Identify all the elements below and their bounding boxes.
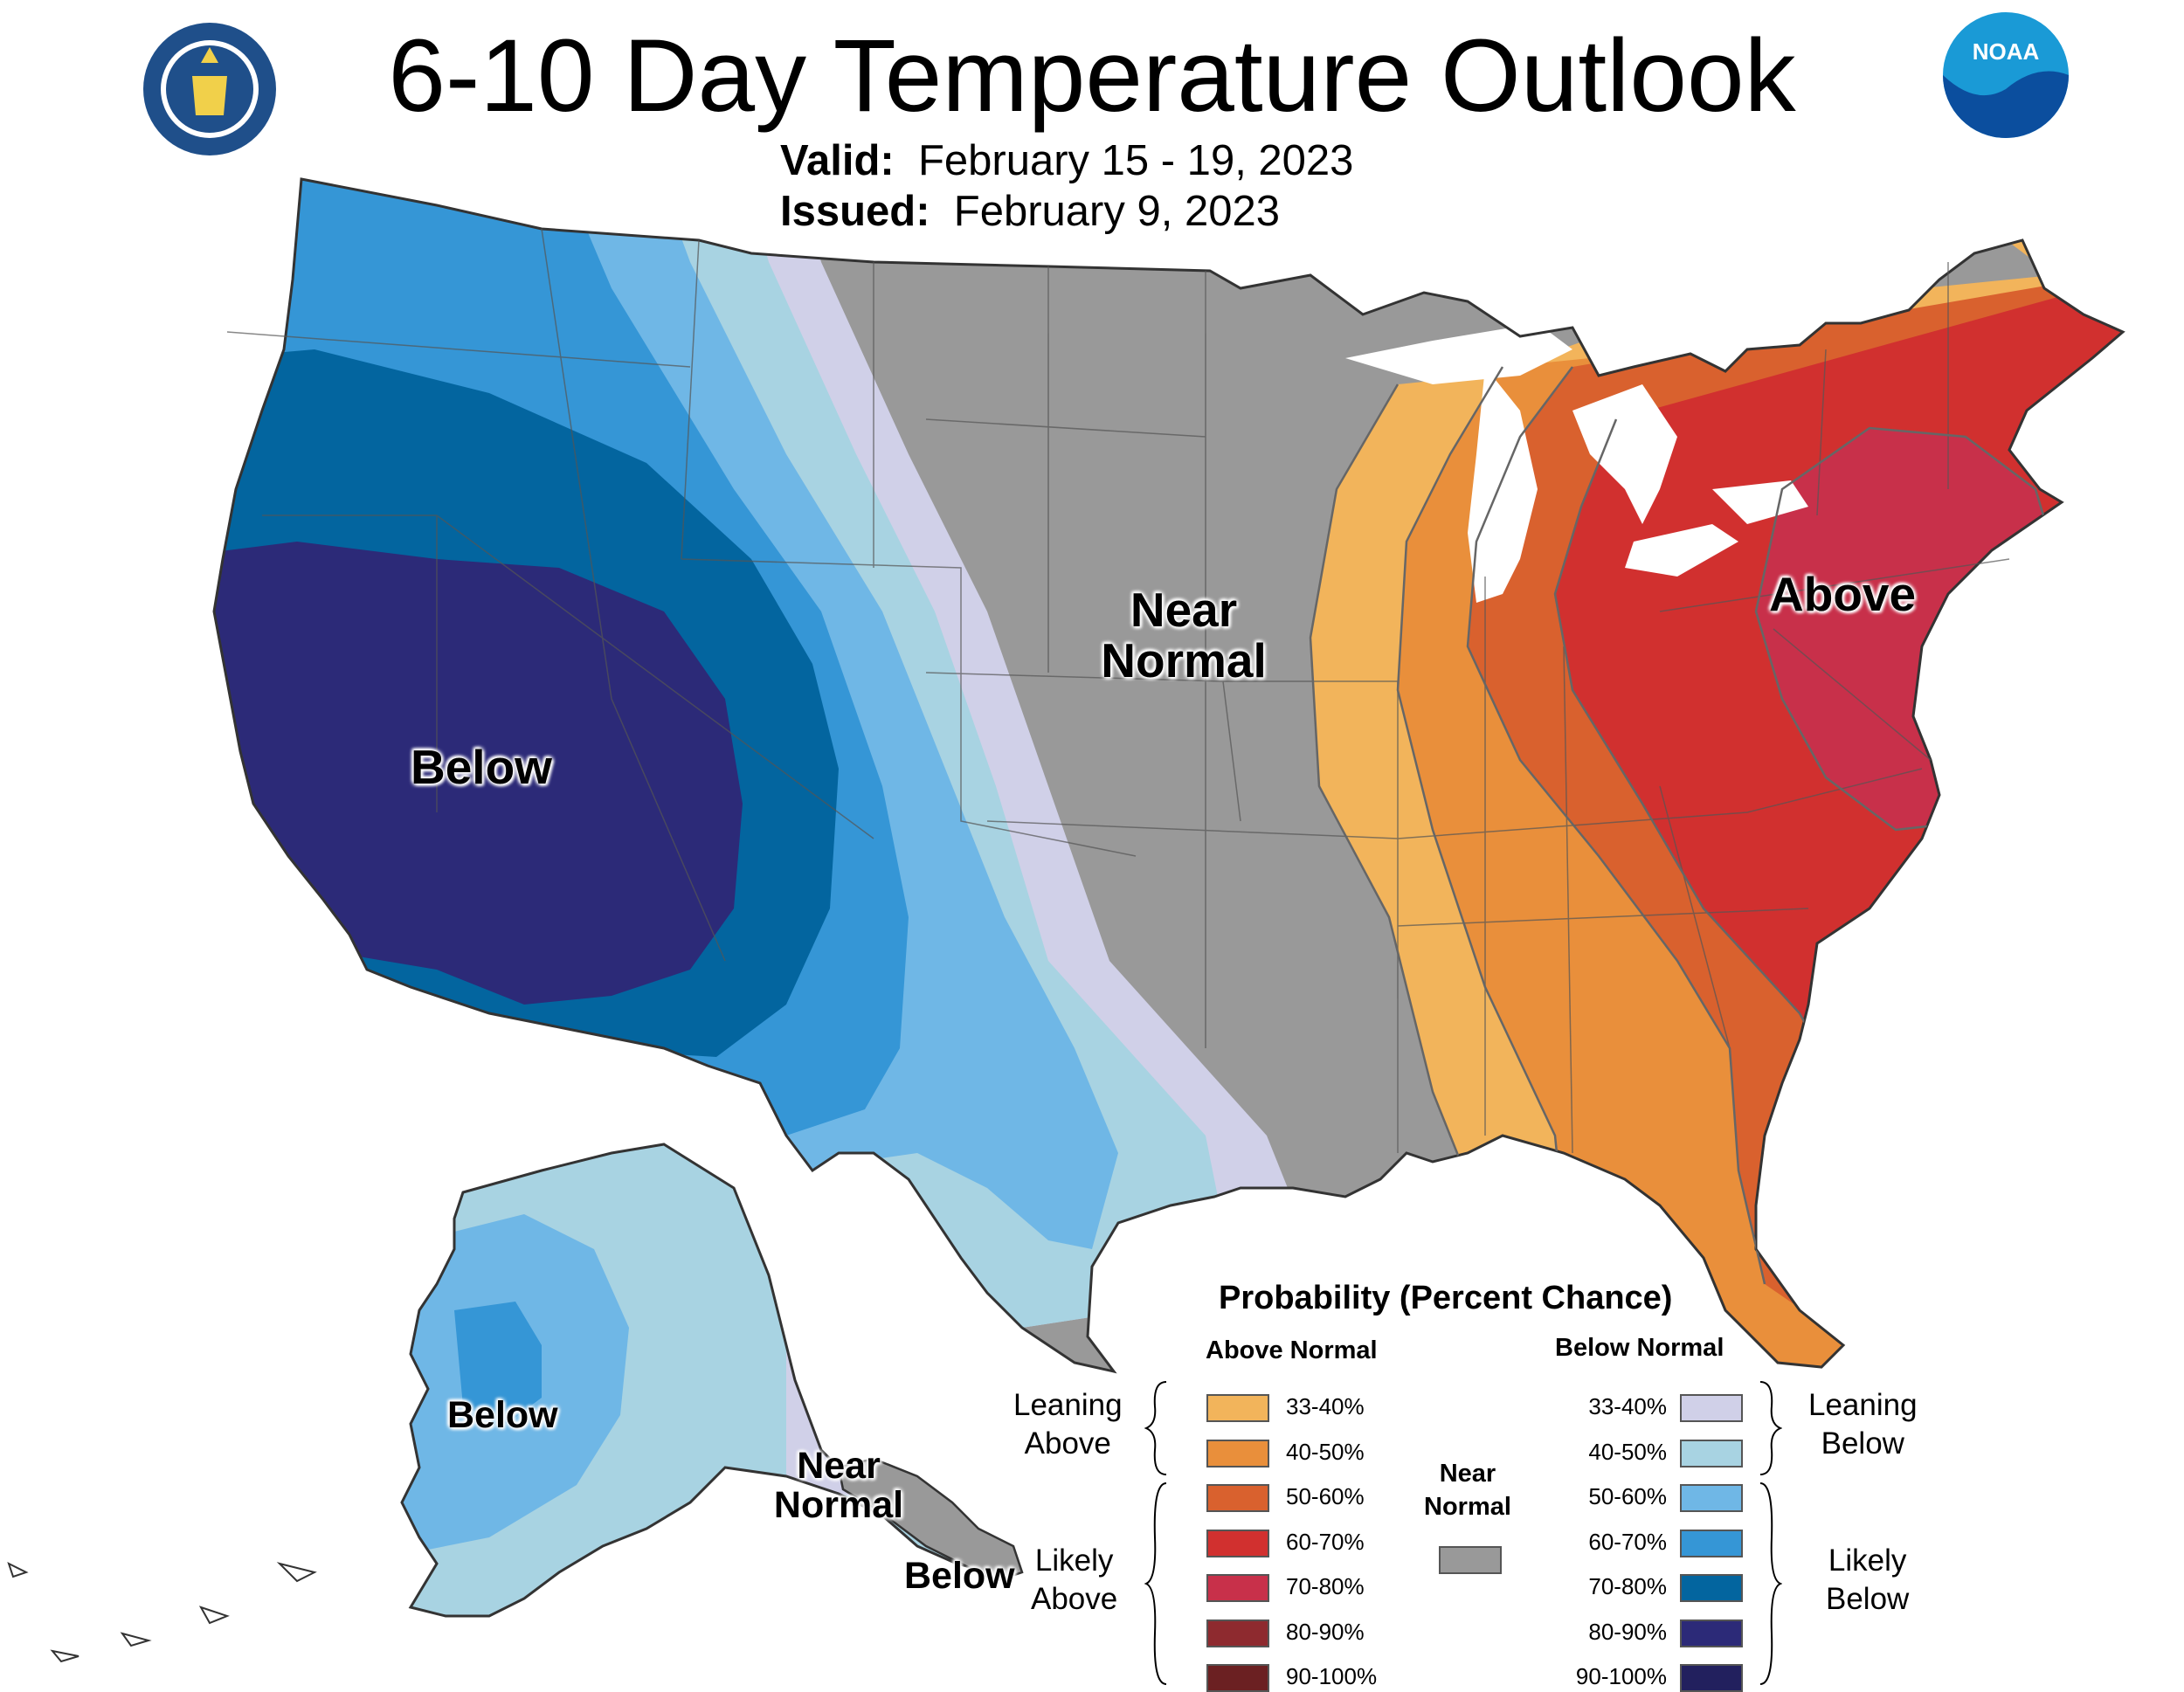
noaa-logo-text: NOAA	[1973, 38, 2040, 65]
conus-near-normal-label: Near Normal	[1101, 583, 1267, 687]
valid-label: Valid:	[780, 137, 895, 184]
above-swatch-6	[1206, 1664, 1269, 1692]
issued-date: February 9, 2023	[953, 188, 1280, 235]
below-range-2: 50-60%	[1588, 1483, 1667, 1509]
below-swatch-2	[1680, 1484, 1743, 1512]
leaning-above-label: Leaning Above	[1013, 1388, 1123, 1461]
above-swatch-1	[1206, 1439, 1269, 1468]
legend-title: Probability (Percent Chance)	[1219, 1280, 1673, 1316]
above-range-6: 90-100%	[1286, 1663, 1378, 1689]
below-range-4: 70-80%	[1588, 1573, 1667, 1599]
conus-below-label: Below	[411, 740, 552, 794]
below-swatch-3	[1680, 1529, 1743, 1557]
alaska-below-label: Below	[447, 1394, 558, 1436]
above-swatch-0	[1206, 1394, 1269, 1422]
valid-line: Valid: February 15 - 19, 2023	[780, 135, 1353, 186]
below-range-5: 80-90%	[1588, 1618, 1667, 1645]
above-range-3: 60-70%	[1286, 1528, 1365, 1555]
issued-label: Issued:	[780, 188, 930, 235]
below-swatch-4	[1680, 1574, 1743, 1602]
above-swatch-3	[1206, 1529, 1269, 1557]
likely-above-label: Likely Above	[1031, 1544, 1118, 1616]
above-range-1: 40-50%	[1286, 1438, 1365, 1465]
above-range-2: 50-60%	[1286, 1483, 1365, 1509]
issued-line: Issued: February 9, 2023	[780, 186, 1280, 237]
alaska-near-normal-label: Near Normal	[773, 1445, 904, 1527]
above-range-5: 80-90%	[1286, 1618, 1365, 1645]
department-of-commerce-seal	[143, 23, 276, 155]
leaning-below-label: Leaning Below	[1808, 1388, 1918, 1461]
above-swatch-4	[1206, 1574, 1269, 1602]
below-swatch-1	[1680, 1439, 1743, 1468]
page-title: 6-10 Day Temperature Outlook	[388, 18, 1796, 134]
conus-above-label: Above	[1769, 567, 1917, 621]
valid-date: February 15 - 19, 2023	[917, 137, 1354, 184]
noaa-logo: NOAA	[1943, 12, 2069, 138]
above-range-0: 33-40%	[1286, 1393, 1365, 1419]
below-range-1: 40-50%	[1588, 1438, 1667, 1465]
likely-below-label: Likely Below	[1826, 1544, 1910, 1616]
near-normal-swatch	[1439, 1546, 1502, 1574]
legend-braces	[1144, 1381, 1167, 1685]
legend-above-header: Above Normal	[1206, 1336, 1378, 1364]
below-range-6: 90-100%	[1575, 1663, 1667, 1689]
legend-braces-right	[1759, 1381, 1782, 1685]
below-swatch-6	[1680, 1664, 1743, 1692]
above-swatch-5	[1206, 1619, 1269, 1647]
below-range-0: 33-40%	[1588, 1393, 1667, 1419]
below-range-3: 60-70%	[1588, 1528, 1667, 1555]
panhandle-below-label: Below	[904, 1555, 1015, 1597]
above-range-4: 70-80%	[1286, 1573, 1365, 1599]
below-swatch-5	[1680, 1619, 1743, 1647]
legend-below-header: Below Normal	[1555, 1334, 1724, 1362]
above-swatch-2	[1206, 1484, 1269, 1512]
below-swatch-0	[1680, 1394, 1743, 1422]
near-normal-legend-label: Near Normal	[1424, 1460, 1511, 1521]
